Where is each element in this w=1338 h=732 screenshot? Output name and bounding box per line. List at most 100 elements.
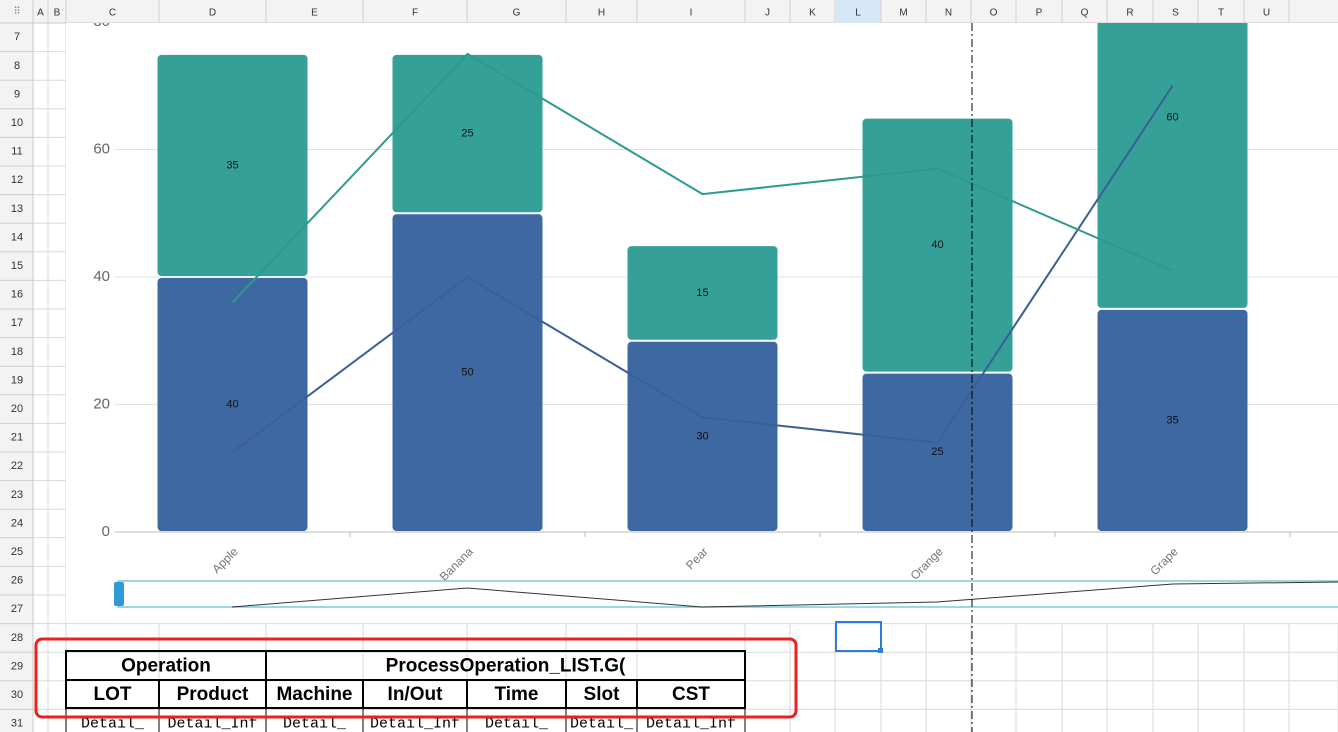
table-header: Product: [177, 684, 249, 705]
column-header: S: [1172, 8, 1179, 19]
column-header-selected: [835, 0, 881, 23]
row-header: 16: [11, 289, 23, 301]
table-header: Time: [494, 684, 538, 705]
bar: [157, 278, 308, 531]
selected-cell[interactable]: [835, 621, 882, 652]
row-header: 13: [11, 203, 23, 215]
y-tick-label: 40: [93, 268, 110, 285]
bar-value-label: 60: [1166, 112, 1178, 124]
chart: 020406080AppleBananaPearOrangeGrape40503…: [66, 13, 1338, 623]
row-header: 29: [11, 660, 23, 672]
row-header: 28: [11, 632, 23, 644]
column-header: F: [412, 8, 418, 19]
bar-value-label: 50: [461, 367, 473, 379]
bar: [1097, 309, 1248, 531]
column-header: B: [54, 8, 61, 19]
y-tick-label: 60: [93, 140, 110, 157]
column-header: U: [1263, 8, 1270, 19]
table-cell-text: Detail_: [81, 715, 145, 732]
table-header: ProcessOperation_LIST.G(: [386, 656, 626, 677]
bar-value-label: 35: [1166, 414, 1178, 426]
bar: [157, 54, 308, 276]
column-header: H: [598, 8, 605, 19]
y-tick-label: 20: [93, 395, 110, 412]
row-header: 10: [11, 117, 23, 129]
line-series: [231, 52, 1173, 304]
bar-value-label: 40: [931, 239, 943, 251]
zoom-preview-line: [231, 581, 1338, 608]
line-series: [231, 85, 1174, 454]
row-header: 14: [11, 231, 23, 243]
column-header: E: [311, 8, 318, 19]
row-header: 27: [11, 603, 23, 615]
column-header: L: [855, 8, 861, 19]
row-header: 21: [11, 432, 23, 444]
row-header: 12: [11, 174, 23, 186]
column-header: P: [1036, 8, 1043, 19]
column-header: C: [109, 8, 116, 19]
row-header: 17: [11, 317, 23, 329]
row-header: 8: [14, 60, 20, 72]
column-header-bar: [0, 0, 1338, 23]
highlight-box: [34, 637, 798, 719]
row-header: 19: [11, 374, 23, 386]
row-header: 26: [11, 575, 23, 587]
table-cell-text: Detail_Inf: [167, 715, 257, 732]
row-header: 7: [14, 31, 20, 43]
table-cell-text: Detail_: [283, 715, 347, 732]
bar: [627, 341, 778, 531]
selection-handle: [878, 648, 883, 653]
bar: [1097, 23, 1248, 308]
table-header: Slot: [584, 684, 621, 705]
select-all: ⠿: [13, 7, 20, 18]
row-header: 30: [11, 689, 23, 701]
row-header: 25: [11, 546, 23, 558]
table-header: LOT: [94, 684, 132, 705]
column-header: R: [1126, 8, 1133, 19]
bar-value-label: 40: [226, 398, 238, 410]
y-tick-label: 0: [102, 523, 110, 540]
row-header: 9: [14, 88, 20, 100]
table-header: CST: [672, 684, 710, 705]
bar: [862, 373, 1013, 531]
row-header: 31: [11, 718, 23, 730]
column-header: O: [990, 8, 998, 19]
row-header: 18: [11, 346, 23, 358]
table-cell: [636, 707, 746, 732]
table-cell-text: Detail_Inf: [370, 715, 460, 732]
bar-value-label: 30: [696, 430, 708, 442]
column-header: G: [513, 8, 521, 19]
column-header: M: [899, 8, 907, 19]
row-header: 22: [11, 460, 23, 472]
column-header: J: [765, 8, 770, 19]
table-cell-text: Detail_: [570, 715, 634, 732]
column-header: T: [1218, 8, 1224, 19]
column-header: D: [209, 8, 216, 19]
column-header: K: [809, 8, 816, 19]
column-header: I: [690, 8, 693, 19]
column-header: Q: [1081, 8, 1089, 19]
column-header: A: [37, 8, 44, 19]
table-header: In/Out: [388, 684, 444, 705]
row-header: 24: [11, 517, 23, 529]
bar: [862, 118, 1013, 372]
table-cell-text: Detail_Inf: [646, 715, 736, 732]
table-header: Operation: [121, 656, 211, 677]
bar: [392, 214, 543, 531]
row-header: 23: [11, 489, 23, 501]
bar-value-label: 35: [226, 159, 238, 171]
row-header: 20: [11, 403, 23, 415]
row-header: 15: [11, 260, 23, 272]
bar: [627, 246, 778, 340]
zoom-handle[interactable]: [114, 582, 124, 606]
y-tick-label: 80: [93, 13, 110, 30]
row-header-bar: [0, 23, 33, 732]
bar-value-label: 25: [461, 127, 473, 139]
row-header: 11: [11, 146, 22, 158]
table-cell-text: Detail_: [485, 715, 549, 732]
column-header: N: [945, 8, 952, 19]
bar-value-label: 25: [931, 446, 943, 458]
table-header: Machine: [276, 684, 352, 705]
